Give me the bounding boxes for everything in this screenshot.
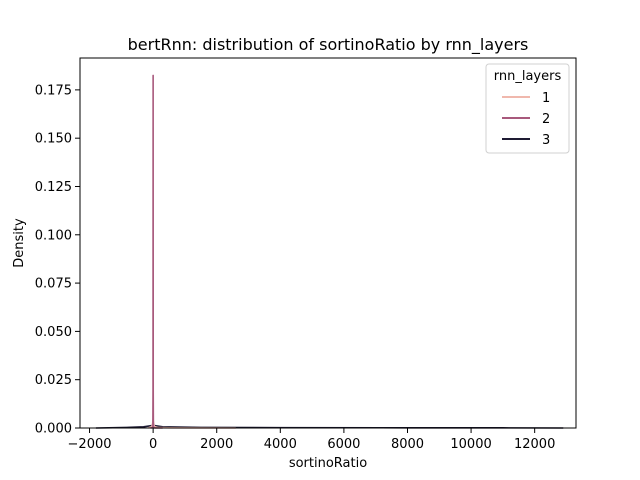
legend: rnn_layers 1 2 3 [485,63,570,154]
x-axis: −2000 0 2000 4000 6000 8000 10000 12000 [68,428,555,452]
y-tick-label: 0.125 [35,180,72,195]
y-tick-label: 0.175 [35,83,72,98]
y-tick-label: 0.150 [35,132,72,147]
y-tick-label: 0.050 [35,325,72,340]
legend-title: rnn_layers [494,69,562,84]
y-axis-label: Density [12,218,27,268]
legend-label-1: 1 [542,91,550,106]
x-tick-label: −2000 [68,437,112,452]
y-axis: 0.000 0.025 0.050 0.075 0.100 0.125 0.150 0.175 [35,83,80,437]
legend-label-2: 2 [542,112,550,127]
x-axis-label: sortinoRatio [289,456,367,471]
x-tick-label: 0 [149,437,157,452]
x-tick-label: 4000 [264,437,297,452]
x-tick-label: 6000 [327,437,360,452]
plot-frame [79,57,577,429]
y-tick-label: 0.025 [35,373,72,388]
legend-label-3: 3 [542,133,550,148]
y-tick-label: 0.075 [35,277,72,292]
legend-box [485,63,570,154]
x-tick-label: 2000 [200,437,233,452]
x-tick-label: 10000 [450,437,491,452]
chart-title: bertRnn: distribution of sortinoRatio by… [128,35,529,55]
x-tick-label: 8000 [391,437,424,452]
y-tick-label: 0.100 [35,228,72,243]
x-tick-label: 12000 [514,437,555,452]
y-tick-label: 0.000 [35,422,72,437]
